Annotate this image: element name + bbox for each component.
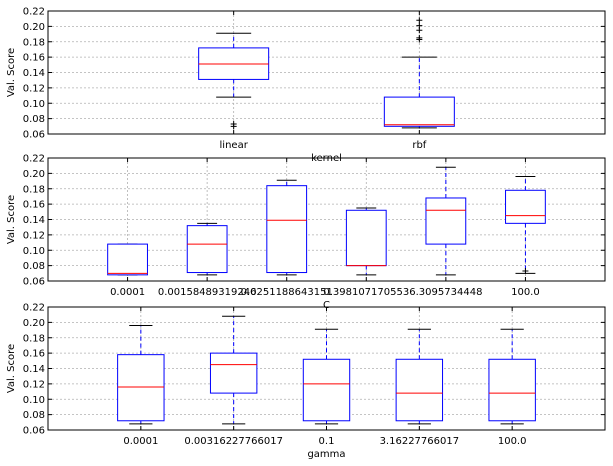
x-tick-label: 0.1 [319,436,335,447]
box-body [117,354,165,422]
box-body [395,358,444,422]
y-tick-label: 0.06 [23,130,45,141]
subplot-1: 0.06 0.08 0.10 0.12 0.14 0.16 0.18 0.20 0.22 line… [6,7,606,164]
x-axis-label: C [323,300,330,311]
y-tick-label: 0.06 [23,426,45,437]
box-body [186,225,228,274]
box-2 [383,17,455,129]
box-3 [266,179,308,276]
y-tick-label: 0.14 [23,364,45,375]
box-body [383,96,455,127]
y-tick-label: 0.22 [23,7,45,18]
y-axis-label: Val. Score [6,195,17,244]
flier-point [416,34,423,41]
box-6 [505,175,546,275]
box-1 [198,32,270,130]
y-tick-label: 0.08 [23,261,45,272]
flier-point [416,17,423,24]
y-tick-label: 0.10 [23,246,45,257]
box-body [488,358,536,422]
y-tick-label: 0.06 [23,277,45,288]
box-body [266,185,308,274]
x-tick-label: 0.0001 [123,436,158,447]
y-axis-label: Val. Score [6,344,17,393]
box-3 [302,328,351,425]
subplot-2: 0.06 0.08 0.10 0.12 0.14 0.16 0.18 0.20 0.22 0.00… [6,154,606,311]
y-tick-label: 0.10 [23,395,45,406]
box-body [107,243,148,276]
box-body [302,358,351,422]
x-tick-label: 0.0251188643151 [241,287,333,298]
y-tick-label: 0.20 [23,22,45,33]
flier-point [416,22,423,29]
y-tick-label: 0.22 [23,154,45,165]
y-tick-label: 0.18 [23,333,45,344]
x-tick-label: 6.3095734448 [409,287,482,298]
x-tick-label: linear [220,140,249,151]
y-tick-label: 0.18 [23,184,45,195]
y-tick-label: 0.16 [23,200,45,211]
x-tick-label: 3.16227766017 [380,436,460,447]
y-tick-label: 0.22 [23,303,45,314]
x-axis-label: gamma [307,449,345,460]
y-tick-label: 0.14 [23,68,45,79]
box-5 [425,166,467,276]
y-tick-label: 0.12 [23,230,45,241]
y-tick-label: 0.16 [23,349,45,360]
y-tick-label: 0.08 [23,410,45,421]
box-body [425,197,467,245]
box-2 [186,222,228,276]
y-tick-label: 0.12 [23,83,45,94]
x-tick-label: 0.0001 [110,287,145,298]
x-tick-label: 0.00316227766017 [184,436,283,447]
box-body [209,352,258,394]
y-tick-label: 0.08 [23,114,45,125]
box-body [505,189,546,224]
x-tick-label: 100.0 [498,436,527,447]
box-1 [107,243,148,276]
flier-point [230,123,237,130]
y-tick-label: 0.12 [23,379,45,390]
y-axis-label: Val. Score [6,48,17,97]
x-tick-label: 0.398107170553 [323,287,409,298]
box-2 [209,315,258,425]
box-4 [395,328,444,425]
x-tick-label: 100.0 [511,287,540,298]
y-tick-label: 0.14 [23,215,45,226]
x-tick-label: 0.00158489319246 [158,287,257,298]
x-tick-label: rbf [412,140,426,151]
box-1 [117,324,165,425]
box-body [345,209,387,267]
subplot-3: 0.06 0.08 0.10 0.12 0.14 0.16 0.18 0.20 0.22 0.00… [6,303,606,460]
y-tick-label: 0.20 [23,318,45,329]
y-tick-label: 0.18 [23,37,45,48]
flier-point [522,268,529,275]
y-tick-label: 0.16 [23,53,45,64]
box-4 [345,207,387,276]
y-tick-label: 0.20 [23,169,45,180]
box-5 [488,328,536,425]
y-tick-label: 0.10 [23,99,45,110]
